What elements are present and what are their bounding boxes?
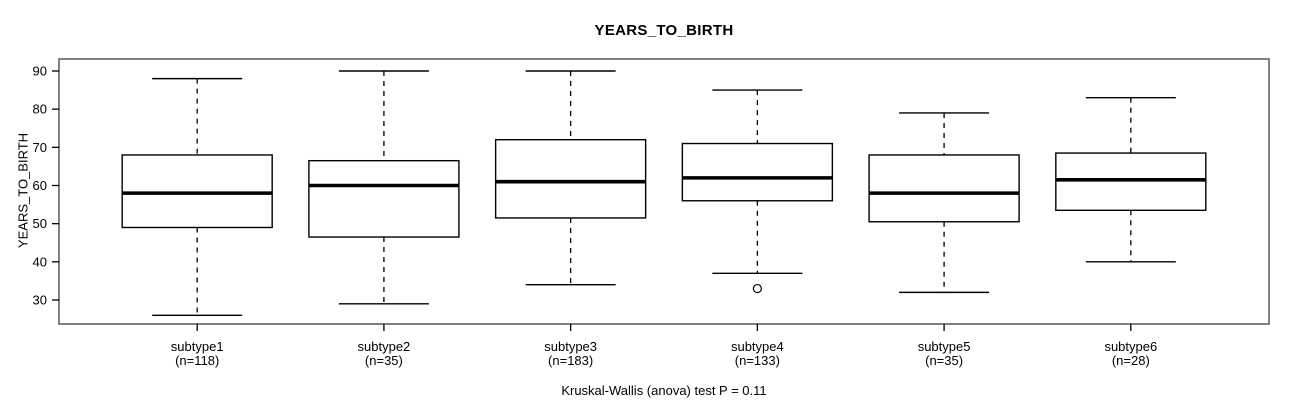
iqr-box-subtype6 <box>1055 152 1207 212</box>
y-tick-label: 30 <box>33 293 47 308</box>
y-tick-label: 70 <box>33 140 47 155</box>
y-tick-label: 50 <box>33 216 47 231</box>
group-label-subtype3: subtype3 <box>544 339 597 354</box>
statistical-test-caption: Kruskal-Wallis (anova) test P = 0.11 <box>561 383 767 398</box>
iqr-box-subtype3 <box>494 138 647 219</box>
group-label-subtype2: subtype2 <box>358 339 411 354</box>
group-count-subtype1: (n=118) <box>175 353 219 368</box>
iqr-box-subtype5 <box>868 154 1020 223</box>
group-label-subtype4: subtype4 <box>731 339 784 354</box>
group-label-subtype1: subtype1 <box>171 339 224 354</box>
group-count-subtype2: (n=35) <box>365 353 403 368</box>
iqr-box-subtype1 <box>121 154 273 229</box>
chart-title: YEARS_TO_BIRTH <box>594 22 734 39</box>
y-tick-label: 40 <box>33 254 47 269</box>
y-tick-label: 90 <box>33 64 47 79</box>
group-count-subtype3: (n=183) <box>548 353 593 368</box>
group-label-subtype5: subtype5 <box>918 339 971 354</box>
y-tick-label: 80 <box>33 102 47 117</box>
group-label-subtype6: subtype6 <box>1104 339 1157 354</box>
y-tick-label: 60 <box>33 178 47 193</box>
group-count-subtype6: (n=28) <box>1112 353 1150 368</box>
group-count-subtype4: (n=133) <box>735 353 780 368</box>
outlier-point <box>752 283 762 294</box>
plot-frame <box>58 58 1270 325</box>
group-count-subtype5: (n=35) <box>925 353 963 368</box>
iqr-box-subtype4 <box>681 142 834 202</box>
iqr-box-subtype2 <box>308 159 460 238</box>
